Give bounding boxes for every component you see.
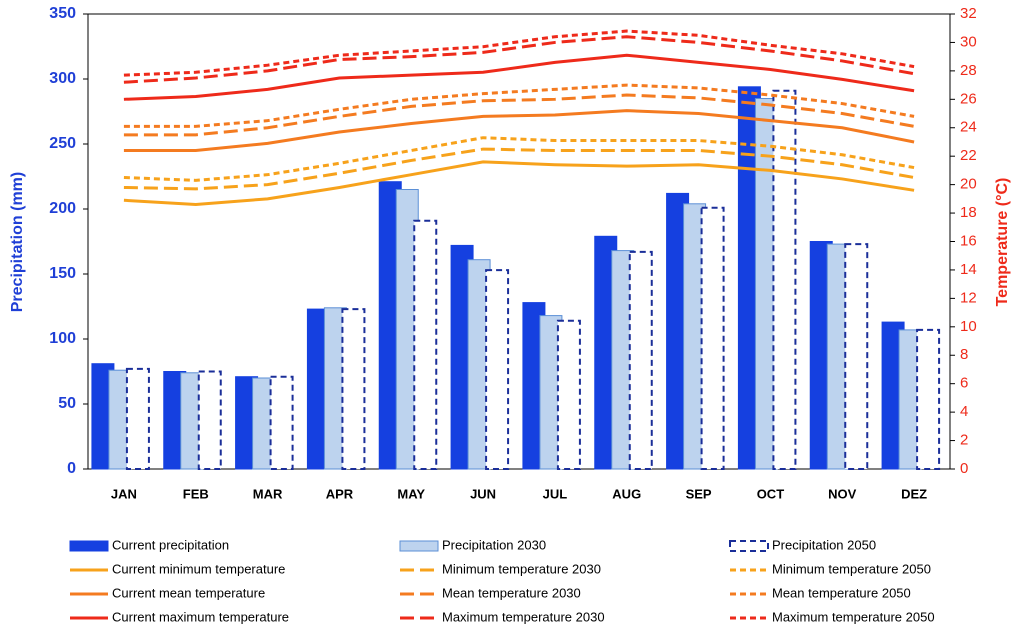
legend-label: Maximum temperature 2030 <box>442 609 605 624</box>
bar <box>341 308 366 470</box>
y-tick-label: 350 <box>49 5 76 22</box>
y2-tick-label: 28 <box>960 62 977 79</box>
legend-swatch <box>729 540 769 552</box>
bar <box>700 206 725 470</box>
legend-label: Minimum temperature 2030 <box>442 561 601 576</box>
line <box>123 83 915 128</box>
line <box>123 109 915 152</box>
line <box>123 93 915 137</box>
y2-tick-label: 0 <box>960 460 968 477</box>
bar <box>772 89 797 470</box>
x-tick-label: JAN <box>111 486 137 501</box>
line <box>123 160 915 207</box>
bar <box>413 219 438 470</box>
y-tick-label: 50 <box>58 395 76 412</box>
bar <box>556 319 581 470</box>
y2-tick-label: 24 <box>960 119 977 136</box>
x-tick-label: FEB <box>183 486 209 501</box>
legend-swatch <box>69 540 109 552</box>
x-tick-label: MAR <box>253 486 283 501</box>
y2-axis-label: Temperature (°C) <box>994 178 1011 307</box>
y-tick-label: 0 <box>67 460 76 477</box>
y-tick-label: 300 <box>49 70 76 87</box>
line <box>123 35 915 84</box>
y2-tick-label: 32 <box>960 5 977 22</box>
y2-tick-label: 14 <box>960 261 977 278</box>
y2-tick-label: 8 <box>960 346 968 363</box>
bar <box>269 375 294 471</box>
x-tick-label: APR <box>326 486 354 501</box>
x-tick-label: OCT <box>757 486 785 501</box>
y2-tick-label: 6 <box>960 375 968 392</box>
x-tick-label: SEP <box>686 486 712 501</box>
y2-tick-label: 30 <box>960 33 977 50</box>
bar <box>125 367 150 470</box>
y2-tick-label: 20 <box>960 176 977 193</box>
y-tick-label: 200 <box>49 200 76 217</box>
legend-label: Mean temperature 2050 <box>772 585 911 600</box>
y-axis-label: Precipitation (mm) <box>9 172 26 312</box>
y2-tick-label: 16 <box>960 232 977 249</box>
legend-label: Current maximum temperature <box>112 609 289 624</box>
x-tick-label: AUG <box>612 486 641 501</box>
legend-label: Mean temperature 2030 <box>442 585 581 600</box>
bar <box>916 328 941 470</box>
y2-tick-label: 10 <box>960 318 977 335</box>
y2-tick-label: 4 <box>960 403 968 420</box>
y-tick-label: 250 <box>49 135 76 152</box>
line <box>123 29 915 77</box>
legend-label: Current minimum temperature <box>112 561 285 576</box>
legend-label: Precipitation 2050 <box>772 537 876 552</box>
line <box>123 147 915 191</box>
bar <box>844 243 869 470</box>
x-tick-label: NOV <box>828 486 857 501</box>
bar <box>628 250 653 470</box>
bar <box>485 269 510 470</box>
x-tick-label: MAY <box>397 486 425 501</box>
y2-tick-label: 2 <box>960 432 968 449</box>
legend-label: Current precipitation <box>112 537 229 552</box>
y2-tick-label: 12 <box>960 289 977 306</box>
legend-label: Precipitation 2030 <box>442 537 546 552</box>
x-tick-label: JUN <box>470 486 496 501</box>
line <box>123 53 915 101</box>
y2-tick-label: 26 <box>960 90 977 107</box>
y-tick-label: 150 <box>49 265 76 282</box>
y-tick-label: 100 <box>49 330 76 347</box>
y2-tick-label: 18 <box>960 204 977 221</box>
legend-label: Maximum temperature 2050 <box>772 609 935 624</box>
y2-tick-label: 22 <box>960 147 977 164</box>
line <box>123 136 915 182</box>
legend-label: Minimum temperature 2050 <box>772 561 931 576</box>
bar <box>197 370 222 470</box>
x-tick-label: DEZ <box>901 486 927 501</box>
x-tick-label: JUL <box>543 486 568 501</box>
legend-label: Current mean temperature <box>112 585 265 600</box>
legend-swatch <box>399 540 439 552</box>
